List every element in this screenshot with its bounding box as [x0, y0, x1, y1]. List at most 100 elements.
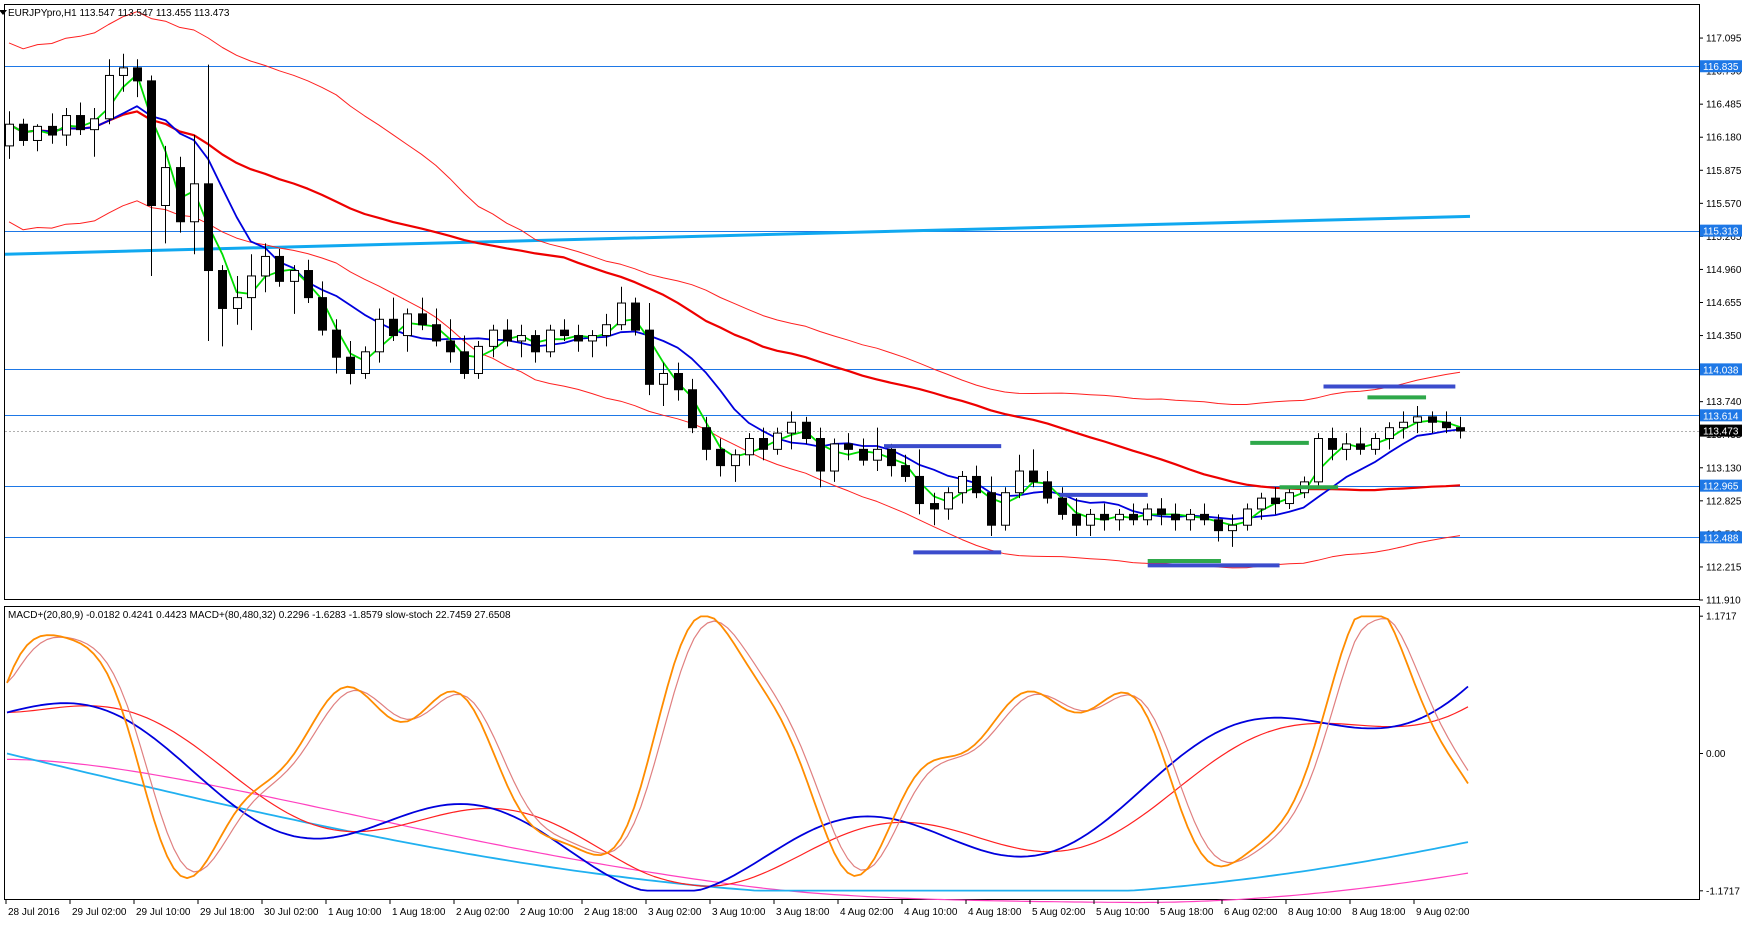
candle-body: [1228, 524, 1237, 532]
candle-body: [958, 475, 967, 494]
candle-body: [944, 492, 953, 510]
candle-body: [33, 125, 42, 141]
candle-body: [745, 438, 754, 456]
price-tick-label: 115.265: [1706, 232, 1742, 243]
time-tick-label: 2 Aug 18:00: [584, 907, 638, 918]
time-tick-label: 3 Aug 02:00: [648, 907, 702, 918]
time-tick-label: 4 Aug 18:00: [968, 907, 1022, 918]
candle-body: [731, 454, 740, 467]
price-tick-label: 112.215: [1706, 562, 1742, 573]
candle-body: [460, 351, 469, 374]
candle-body: [588, 335, 597, 342]
candle-body: [361, 351, 370, 374]
candle-body: [617, 302, 626, 326]
time-tick-label: 4 Aug 10:00: [904, 907, 958, 918]
candle-body: [1356, 443, 1365, 450]
time-tick-label: 1 Aug 10:00: [328, 907, 382, 918]
time-tick-label: 8 Aug 18:00: [1352, 907, 1406, 918]
time-tick-label: 29 Jul 18:00: [200, 907, 255, 918]
candle-body: [489, 329, 498, 347]
candle-body: [930, 503, 939, 510]
indicator-axis: 1.1717 0.00 -1.1717: [1699, 612, 1740, 897]
candle-body: [716, 448, 725, 467]
candle-body: [1371, 438, 1380, 450]
stoch-line: [6, 615, 1469, 879]
candle-body: [972, 475, 981, 494]
candle-body: [859, 448, 868, 461]
candle-body: [247, 275, 256, 299]
time-tick-label: 8 Aug 10:00: [1288, 907, 1342, 918]
candle-body: [204, 183, 213, 272]
price-tick-label: 114.350: [1706, 331, 1742, 342]
candle-body: [987, 492, 996, 526]
current-price-tag: 113.473: [1703, 427, 1739, 438]
candle-body: [1129, 513, 1138, 521]
candle-body: [1271, 497, 1280, 505]
candle-body: [62, 115, 71, 136]
candle-body: [1043, 481, 1052, 499]
main-plot-layer: [4, 11, 1699, 569]
candle-body: [418, 313, 427, 326]
candle-body: [901, 465, 910, 477]
price-level-tag: 112.488: [1703, 533, 1739, 544]
candle-body: [1001, 492, 1010, 526]
candle-body: [5, 123, 14, 147]
slow-moving-average: [8, 110, 1461, 492]
candle-body: [218, 270, 227, 309]
candle-body: [1399, 421, 1408, 429]
indicator-panel[interactable]: MACD+(20,80,9) -0.0182 0.4241 0.4423 MAC…: [4, 606, 1741, 904]
price-tick-label: 111.910: [1706, 596, 1741, 607]
time-tick-label: 2 Aug 02:00: [456, 907, 510, 918]
candle-body: [1442, 421, 1451, 429]
candle-body: [1328, 438, 1337, 450]
candle-body: [674, 372, 683, 391]
candle-body: [48, 125, 57, 136]
trend-line: [4, 214, 1471, 256]
candle-body: [1285, 492, 1294, 505]
macd-slow-signal-line: [7, 758, 1469, 904]
candle-body: [631, 302, 640, 331]
candle-body: [290, 270, 299, 282]
candle-body: [802, 421, 811, 440]
candle-body: [915, 475, 924, 505]
price-level-tag: 113.614: [1703, 411, 1739, 422]
candle-body: [659, 372, 668, 385]
main-chart-header: EURJPYpro,H1 113.547 113.547 113.455 113…: [8, 8, 230, 19]
candle-body: [1186, 513, 1195, 521]
price-level-tag: 112.965: [1703, 482, 1739, 493]
time-tick-label: 3 Aug 10:00: [712, 907, 766, 918]
header-dropdown-icon[interactable]: [0, 10, 7, 15]
macd-slow-line: [6, 752, 1469, 892]
candle-body: [1072, 513, 1081, 526]
price-level-tag-bg: [1700, 224, 1742, 237]
candle-body: [1058, 497, 1067, 515]
current-price-tag-bg: [1700, 424, 1742, 437]
price-tick-label: 112.825: [1706, 496, 1742, 507]
main-price-panel[interactable]: EURJPYpro,H1 113.547 113.547 113.455 113…: [0, 4, 1742, 607]
candle-body: [432, 324, 441, 342]
candle-body: [1243, 508, 1252, 526]
candle-body: [517, 335, 526, 342]
candle-body: [787, 421, 796, 434]
price-level-tag-bg: [1700, 363, 1742, 376]
candle-body: [147, 80, 156, 207]
time-tick-label: 29 Jul 02:00: [72, 907, 127, 918]
price-tick-label: 114.655: [1706, 298, 1742, 309]
candle-body: [1171, 513, 1180, 521]
candle-body: [190, 183, 199, 223]
price-tick-label: 113.740: [1706, 397, 1742, 408]
candle-body: [759, 438, 768, 450]
time-tick-label: 4 Aug 02:00: [840, 907, 894, 918]
price-level-tag: 115.318: [1703, 227, 1739, 238]
candle-body: [403, 313, 412, 337]
candle-body: [688, 389, 697, 429]
candle-body: [1428, 416, 1437, 423]
macd-fast-line: [6, 685, 1469, 892]
price-tick-label: 113.130: [1706, 463, 1742, 474]
candle-body: [531, 335, 540, 353]
candle-body: [645, 329, 654, 385]
time-tick-label: 28 Jul 2016: [8, 907, 60, 918]
candle-body: [389, 318, 398, 337]
